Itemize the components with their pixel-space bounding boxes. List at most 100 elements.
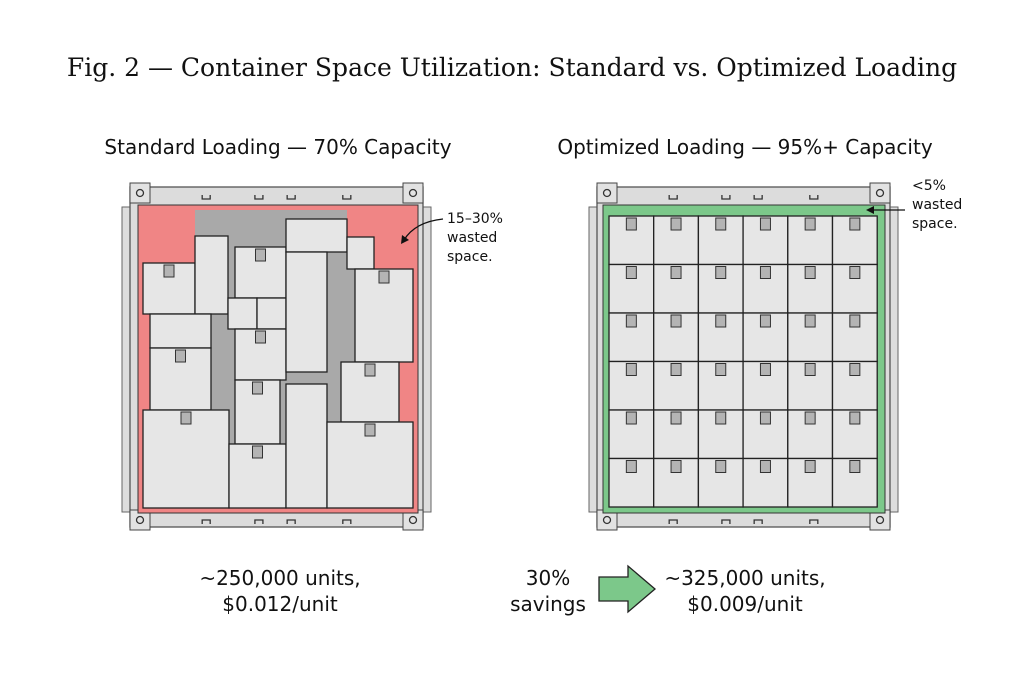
box-label-tab [715,217,727,231]
cargo-box [285,383,328,509]
cargo-box [227,297,258,330]
slot-icon [254,519,264,524]
box-label-tab [715,363,727,376]
annotation-line: 15–30% [447,211,503,227]
box-label-tab [175,349,186,363]
box-label-tab [849,217,861,231]
cargo-box [285,218,348,253]
annotation-line: <5% [912,178,946,194]
box-label-tab [625,266,637,279]
bolt-icon [875,515,885,525]
cargo-box [149,313,212,349]
box-label-tab [849,314,861,328]
slot-icon [753,195,763,200]
box-label-tab [759,314,771,328]
box-label-tab [759,217,771,231]
box-label-tab [163,264,175,278]
box-label-tab [364,423,376,437]
cargo-box [285,251,328,373]
bolt-icon [408,515,418,525]
box-label-tab [378,270,390,284]
slot-icon [721,519,731,524]
corner-casting [596,182,618,204]
slot-icon [342,195,352,200]
box-label-tab [715,266,727,279]
box-label-tab [255,248,266,262]
corner-casting [869,182,891,204]
slot-icon [286,195,296,200]
box-label-tab [670,411,682,425]
box-label-tab [759,460,771,473]
box-label-tab [670,314,682,328]
box-label-tab [180,411,192,425]
box-label-tab [759,266,771,279]
slot-icon [286,519,296,524]
box-label-tab [849,266,861,279]
box-label-tab [759,363,771,376]
slot-icon [201,519,211,524]
standard-container [121,182,432,531]
box-label-tab [804,460,816,473]
box-label-tab [715,411,727,425]
cargo-box [608,457,655,508]
box-label-tab [849,363,861,376]
optimized-annotation: <5% wasted space. [866,178,962,232]
cargo-box [346,236,375,270]
bolt-icon [135,188,145,198]
cargo-box [142,409,230,509]
slot-icon [809,519,819,524]
box-label-tab [670,363,682,376]
bolt-icon [875,188,885,198]
optimized-heading: Optimized Loading — 95%+ Capacity [557,135,932,159]
box-label-tab [804,217,816,231]
annotation-line: wasted [912,197,962,213]
wasted-corner [143,210,195,263]
standard-annotation: 15–30% wasted space. [401,211,503,265]
bolt-icon [408,188,418,198]
cargo-box [256,297,287,330]
box-label-tab [670,460,682,473]
arrowhead-icon [401,235,409,244]
slot-icon [254,195,264,200]
box-label-tab [670,217,682,231]
box-label-tab [804,363,816,376]
cargo-box [194,235,229,315]
bolt-icon [602,515,612,525]
box-label-tab [364,363,376,377]
box-label-tab [625,460,637,473]
slot-icon [721,195,731,200]
corner-casting [129,182,151,204]
box-label-tab [804,266,816,279]
slot-icon [201,195,211,200]
box-label-tab [670,266,682,279]
box-label-tab [625,363,637,376]
figure-title: Fig. 2 — Container Space Utilization: St… [67,53,957,82]
annotation-line: space. [912,216,958,232]
slot-icon [342,519,352,524]
box-label-tab [804,411,816,425]
bolt-icon [602,188,612,198]
box-label-tab [759,411,771,425]
box-label-tab [252,445,263,459]
box-label-tab [849,460,861,473]
slot-icon [753,519,763,524]
box-label-tab [804,314,816,328]
box-label-tab [625,217,637,231]
savings-label: 30% savings [510,566,586,616]
box-label-tab [849,411,861,425]
optimized-result: ~325,000 units, $0.009/unit [664,566,825,616]
annotation-arrow [403,218,444,241]
arrow-right-icon [598,564,657,614]
box-label-tab [252,381,263,395]
box-label-tab [715,460,727,473]
annotation-line: wasted [447,230,497,246]
corner-casting [402,182,424,204]
standard-heading: Standard Loading — 70% Capacity [104,135,451,159]
slot-icon [668,195,678,200]
box-label-tab [625,314,637,328]
arrowhead-icon [866,206,874,214]
box-label-tab [255,330,266,344]
